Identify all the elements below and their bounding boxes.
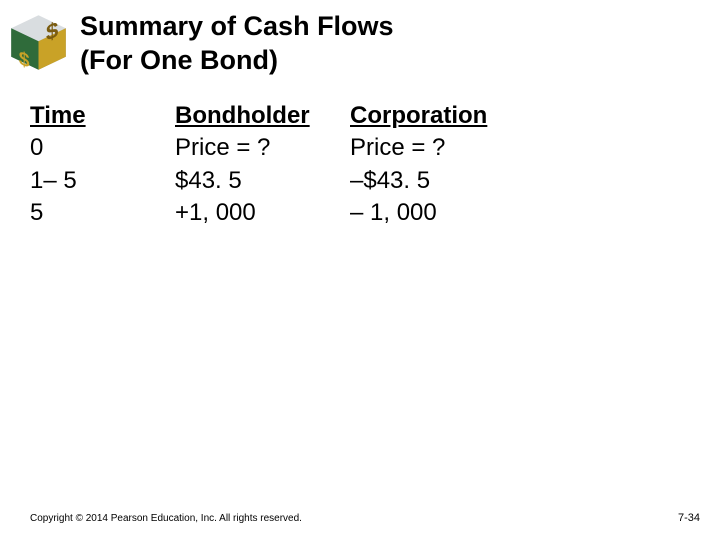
title-line-1: Summary of Cash Flows bbox=[80, 11, 394, 41]
header-time: Time bbox=[30, 100, 175, 132]
table-row: 5 +1, 000 – 1, 000 bbox=[30, 197, 540, 229]
cell-corporation: –$43. 5 bbox=[350, 165, 540, 197]
header-corporation: Corporation bbox=[350, 100, 540, 132]
cell-corporation: Price = ? bbox=[350, 132, 540, 164]
cell-corporation: – 1, 000 bbox=[350, 197, 540, 229]
table-row: 0 Price = ? Price = ? bbox=[30, 132, 540, 164]
table-header-row: Time Bondholder Corporation bbox=[30, 100, 540, 132]
cell-bondholder: $43. 5 bbox=[175, 165, 350, 197]
title-line-2: (For One Bond) bbox=[80, 45, 278, 75]
cell-bondholder: Price = ? bbox=[175, 132, 350, 164]
cell-time: 1– 5 bbox=[30, 165, 175, 197]
cell-bondholder: +1, 000 bbox=[175, 197, 350, 229]
table-row: 1– 5 $43. 5 –$43. 5 bbox=[30, 165, 540, 197]
cell-time: 0 bbox=[30, 132, 175, 164]
svg-text:$: $ bbox=[46, 16, 59, 46]
slide-number: 7-34 bbox=[678, 512, 700, 524]
cell-time: 5 bbox=[30, 197, 175, 229]
svg-text:$: $ bbox=[19, 48, 30, 73]
slide-icon: $ $ bbox=[6, 10, 71, 75]
cash-flow-table: Time Bondholder Corporation 0 Price = ? … bbox=[30, 100, 540, 230]
slide-title: Summary of Cash Flows (For One Bond) bbox=[80, 10, 394, 78]
header-bondholder: Bondholder bbox=[175, 100, 350, 132]
copyright-text: Copyright © 2014 Pearson Education, Inc.… bbox=[30, 513, 302, 524]
